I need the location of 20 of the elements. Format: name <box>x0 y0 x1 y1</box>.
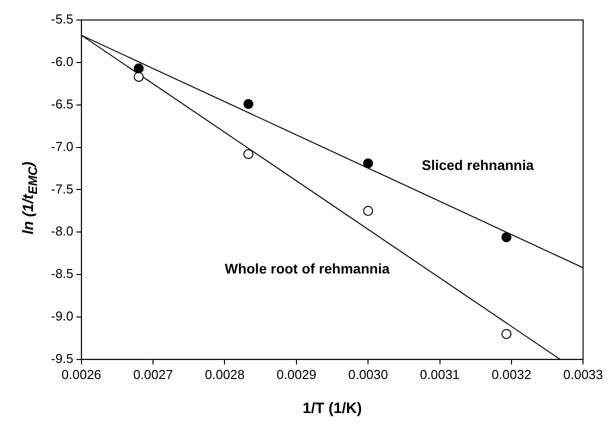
x-tick-label: 0.0026 <box>62 366 102 382</box>
x-tick-label: 0.0032 <box>492 366 532 382</box>
y-tick-label: -7.5 <box>50 181 74 196</box>
annotation: Whole root of rehmannia <box>224 260 390 276</box>
y-tick-label: -6.5 <box>50 96 74 112</box>
x-tick-label: 0.0030 <box>348 366 388 382</box>
x-tick-label: 0.0028 <box>204 366 245 382</box>
y-tick-label: -9.5 <box>50 350 74 366</box>
y-tick-label: -8.0 <box>50 224 74 239</box>
y-tick-label: -9.0 <box>50 308 74 324</box>
annotation: Sliced rehnannia <box>422 156 534 173</box>
y-tick-label: -7.0 <box>50 138 74 154</box>
y-tick-label: -8.5 <box>50 266 74 282</box>
x-tick-label: 0.0029 <box>276 366 316 382</box>
y-tick-label: -6.0 <box>50 54 74 70</box>
x-axis-title: 1/T (1/K) <box>302 400 362 418</box>
x-tick-label: 0.0033 <box>563 366 603 382</box>
x-tick-label: 0.0027 <box>133 366 173 382</box>
x-tick-label: 0.0031 <box>420 366 460 382</box>
y-tick-label: -5.5 <box>50 12 74 27</box>
